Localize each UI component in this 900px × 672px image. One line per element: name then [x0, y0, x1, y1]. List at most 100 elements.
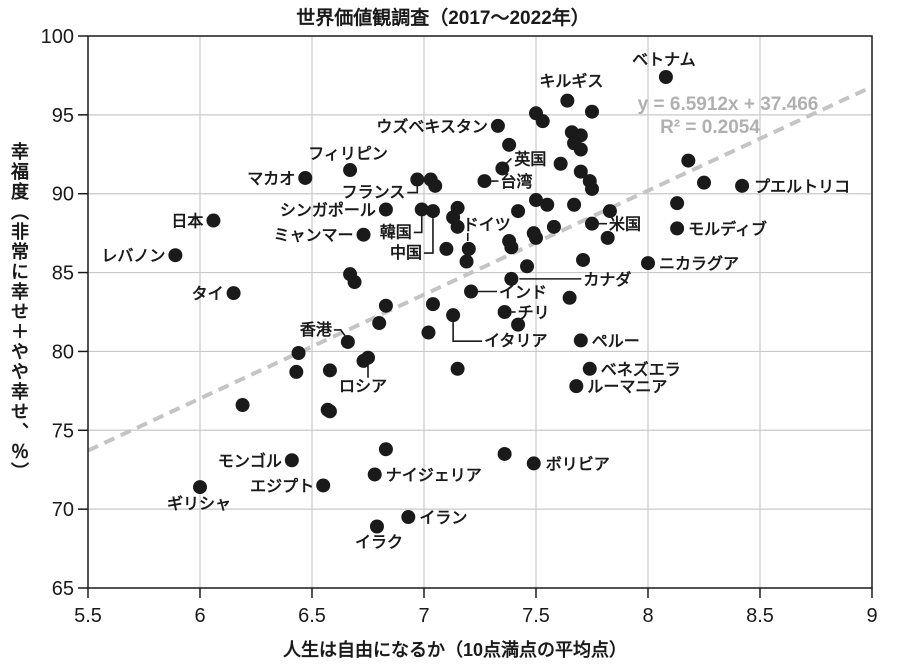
data-point	[585, 181, 599, 196]
data-point	[343, 163, 358, 178]
country-label: ベトナム	[632, 51, 696, 69]
leader-lines-layer	[333, 157, 607, 378]
country-label: ボリビア	[546, 455, 610, 473]
data-point	[410, 172, 425, 187]
country-label: フランス	[342, 185, 406, 202]
data-point	[511, 204, 526, 219]
data-point	[553, 156, 568, 171]
data-point	[450, 361, 465, 376]
data-point	[401, 510, 416, 525]
country-label: 英国	[513, 149, 546, 168]
data-point	[428, 178, 443, 193]
data-point	[529, 193, 543, 208]
data-point	[291, 346, 306, 361]
data-point	[560, 93, 575, 108]
data-point	[658, 70, 673, 85]
label-leader-line	[423, 218, 434, 254]
trendline-equation-label: y = 6.5912x + 37.466	[638, 94, 819, 115]
x-tick-label: 7.5	[522, 605, 550, 627]
country-label: ペルー	[592, 333, 640, 350]
country-label: タイ	[192, 285, 224, 303]
x-tick-label: 8	[642, 605, 653, 627]
y-tick-label: 85	[52, 263, 74, 285]
data-point	[439, 241, 454, 256]
data-point	[421, 325, 436, 340]
trendline-layer	[87, 84, 873, 453]
data-point	[697, 175, 711, 190]
trendline	[87, 84, 873, 453]
country-label: ウズベキスタン	[376, 117, 488, 136]
data-point	[497, 305, 512, 319]
data-point	[511, 317, 526, 332]
country-label: マカオ	[247, 170, 295, 188]
data-point	[490, 118, 505, 133]
data-point	[520, 259, 535, 274]
data-point	[298, 170, 313, 185]
data-point	[378, 202, 393, 217]
label-leader-line	[504, 157, 512, 166]
data-point	[378, 298, 393, 313]
data-point	[367, 467, 382, 482]
data-point	[316, 478, 331, 493]
country-label: 中国	[390, 243, 422, 262]
data-point	[206, 213, 221, 228]
data-point	[670, 196, 685, 211]
country-label: ベネズエラ	[601, 360, 681, 379]
data-point	[497, 446, 512, 461]
trendline-r2-label: R² = 0.2054	[660, 117, 760, 138]
data-point	[670, 221, 685, 236]
data-point	[526, 456, 541, 471]
data-point	[477, 174, 492, 189]
data-point	[168, 248, 183, 263]
data-point	[502, 137, 517, 152]
data-point	[535, 114, 550, 129]
country-label: ルーマニア	[587, 379, 667, 396]
data-point	[461, 241, 476, 256]
data-point	[585, 104, 599, 119]
data-point	[450, 219, 465, 234]
y-tick-label: 65	[52, 578, 74, 600]
country-label: 台湾	[500, 172, 532, 191]
data-point	[735, 178, 750, 193]
country-label: 香港	[299, 320, 333, 339]
data-point	[504, 271, 519, 286]
country-label: チリ	[518, 305, 550, 322]
country-label: レバノン	[101, 247, 165, 265]
label-leader-line	[333, 329, 347, 338]
data-point	[322, 404, 337, 419]
data-point	[361, 350, 375, 365]
data-point	[576, 252, 591, 267]
country-label: ロシア	[339, 379, 387, 396]
country-label: インド	[499, 284, 547, 301]
country-label: シンガポール	[280, 200, 376, 219]
country-label: ナイジェリア	[386, 466, 482, 484]
x-tick-label: 6.5	[298, 605, 326, 627]
data-point	[459, 254, 474, 269]
country-label: 米国	[609, 215, 641, 234]
data-point	[600, 230, 615, 245]
country-label: ミャンマー	[274, 228, 354, 245]
data-point	[356, 227, 371, 242]
data-point	[226, 286, 241, 301]
country-label: エジプト	[250, 476, 314, 495]
data-point	[546, 219, 561, 234]
data-point	[567, 197, 582, 212]
country-label: ギリシャ	[167, 494, 231, 513]
data-point	[378, 442, 393, 457]
data-point	[529, 230, 543, 245]
country-label: フィリピン	[308, 145, 388, 163]
country-label: キルギス	[539, 72, 603, 91]
data-point	[289, 364, 304, 379]
data-point	[504, 240, 519, 255]
data-point	[569, 379, 584, 394]
x-tick-label: 7	[418, 605, 429, 627]
y-tick-label: 80	[52, 341, 74, 363]
y-tick-label: 100	[41, 26, 74, 48]
country-label: 日本	[171, 212, 203, 231]
data-point	[562, 290, 577, 305]
y-axis-label: 幸福度（非常に幸せ＋やや幸せ、％）	[9, 142, 29, 482]
y-tick-label: 70	[52, 499, 74, 521]
axes-layer: 5.5 6 6.5 7 7.5 8 8.5 9 65 70 75 80 85 90 95 100	[41, 26, 878, 627]
